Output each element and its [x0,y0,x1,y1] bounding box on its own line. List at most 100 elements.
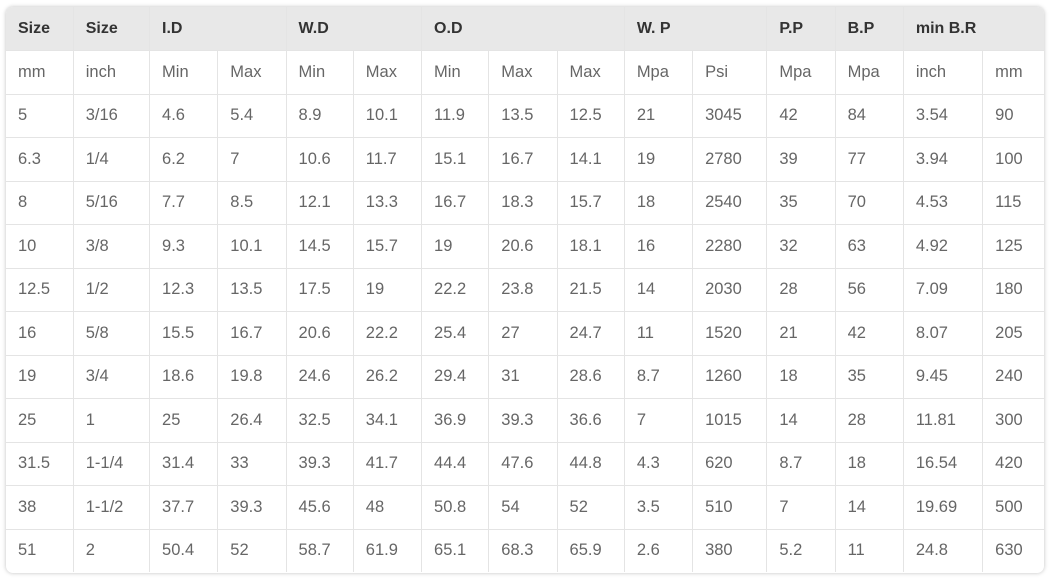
table-cell: 18 [623,180,694,225]
table-cell: 77 [834,137,904,182]
table-cell: 12.5 [556,93,625,138]
table-cell: 21.5 [556,267,625,312]
table-cell: 29.4 [421,354,490,399]
table-cell: 240 [982,354,1044,399]
table-cell: 84 [834,93,904,138]
table-cell: 620 [692,441,768,486]
table-body: mm inch Min Max Min Max Min Max Max Mpa Psi Mpa Mpa i… [6,50,1044,572]
table-cell: 45.6 [285,485,354,530]
table-cell: 54 [488,485,558,530]
table-cell: 1/2 [72,267,151,312]
table-cell: 16.7 [217,311,287,356]
table-cell: 12.5 [6,267,74,312]
table-cell: 2280 [692,224,768,269]
table-cell: 33 [217,441,287,486]
table-cell: 39.3 [217,485,287,530]
table-cell: 7.7 [149,180,219,225]
table-cell: 20.6 [488,224,558,269]
table-cell: 41.7 [352,441,423,486]
table-cell: 5.2 [766,528,836,572]
table-row: 19 3/4 18.6 19.8 24.6 26.2 29.4 31 28.6 8.7 1260 18… [6,354,1044,399]
table-row: 31.5 1-1/4 31.4 33 39.3 41.7 44.4 47.6 44.8 4.3 62… [6,441,1044,486]
table-cell: 16 [6,311,74,356]
table-cell: 65.9 [556,528,625,572]
table-cell: 125 [982,224,1044,269]
table-cell: 50.8 [421,485,490,530]
table-cell: 8.07 [902,311,984,356]
table-cell: 6.2 [149,137,219,182]
table-cell: 300 [982,398,1044,443]
table-row: 8 5/16 7.7 8.5 12.1 13.3 16.7 18.3 15.7 18 2540 35 7… [6,180,1044,225]
unit-cell: Max [352,50,423,95]
table-cell: 8.5 [217,180,287,225]
table-cell: 65.1 [421,528,490,572]
unit-cell: Mpa [623,50,694,95]
unit-cell: inch [902,50,984,95]
table-cell: 27 [488,311,558,356]
table-row: 12.5 1/2 12.3 13.5 17.5 19 22.2 23.8 21.5 14 2030 2… [6,267,1044,312]
table-cell: 28 [834,398,904,443]
unit-cell: mm [6,50,74,95]
unit-cell: Max [556,50,625,95]
table-cell: 28 [766,267,836,312]
table-cell: 44.4 [421,441,490,486]
table-cell: 510 [692,485,768,530]
table-cell: 12.3 [149,267,219,312]
table-row: 25 1 25 26.4 32.5 34.1 36.9 39.3 36.6 7 1015 14 28 11… [6,398,1044,443]
table-cell: 50.4 [149,528,219,572]
table-cell: 11.9 [421,93,490,138]
column-group-header: min B.R [902,7,1044,51]
table-cell: 2540 [692,180,768,225]
table-cell: 1 [72,398,151,443]
table-cell: 18 [766,354,836,399]
table-cell: 38 [6,485,74,530]
column-group-header: B.P [834,7,904,51]
table-cell: 36.9 [421,398,490,443]
table-cell: 56 [834,267,904,312]
table-cell: 21 [766,311,836,356]
table-cell: 16.54 [902,441,984,486]
table-cell: 52 [556,485,625,530]
table-cell: 13.3 [352,180,423,225]
table-cell: 1260 [692,354,768,399]
table-cell: 5/8 [72,311,151,356]
table-cell: 2 [72,528,151,572]
table-cell: 3.54 [902,93,984,138]
unit-cell: Max [488,50,558,95]
table-row: 16 5/8 15.5 16.7 20.6 22.2 25.4 27 24.7 11 1520 21 4… [6,311,1044,356]
table-cell: 58.7 [285,528,354,572]
table-cell: 19 [623,137,694,182]
unit-cell: Mpa [766,50,836,95]
table-cell: 90 [982,93,1044,138]
table-cell: 12.1 [285,180,354,225]
unit-row: mm inch Min Max Min Max Min Max Max Mpa Psi Mpa Mpa i… [6,50,1044,95]
table-cell: 7 [623,398,694,443]
table-cell: 61.9 [352,528,423,572]
table-cell: 11 [834,528,904,572]
unit-cell: inch [72,50,151,95]
table-cell: 21 [623,93,694,138]
table-cell: 15.7 [556,180,625,225]
table-cell: 37.7 [149,485,219,530]
table-cell: 32 [766,224,836,269]
table-cell: 31 [488,354,558,399]
table-cell: 1-1/2 [72,485,151,530]
table-cell: 11.81 [902,398,984,443]
table-cell: 10.1 [352,93,423,138]
unit-cell: mm [982,50,1044,95]
table-cell: 25 [6,398,74,443]
table-cell: 24.6 [285,354,354,399]
table-cell: 5/16 [72,180,151,225]
column-group-header: Size [6,7,74,51]
table-cell: 10.6 [285,137,354,182]
table-cell: 4.92 [902,224,984,269]
table-cell: 9.3 [149,224,219,269]
table-row: 51 2 50.4 52 58.7 61.9 65.1 68.3 65.9 2.6 380 5.2 11… [6,528,1044,572]
table-cell: 28.6 [556,354,625,399]
table-cell: 15.7 [352,224,423,269]
table-cell: 8.9 [285,93,354,138]
table-cell: 8 [6,180,74,225]
table-cell: 205 [982,311,1044,356]
table-cell: 19.8 [217,354,287,399]
table-cell: 36.6 [556,398,625,443]
